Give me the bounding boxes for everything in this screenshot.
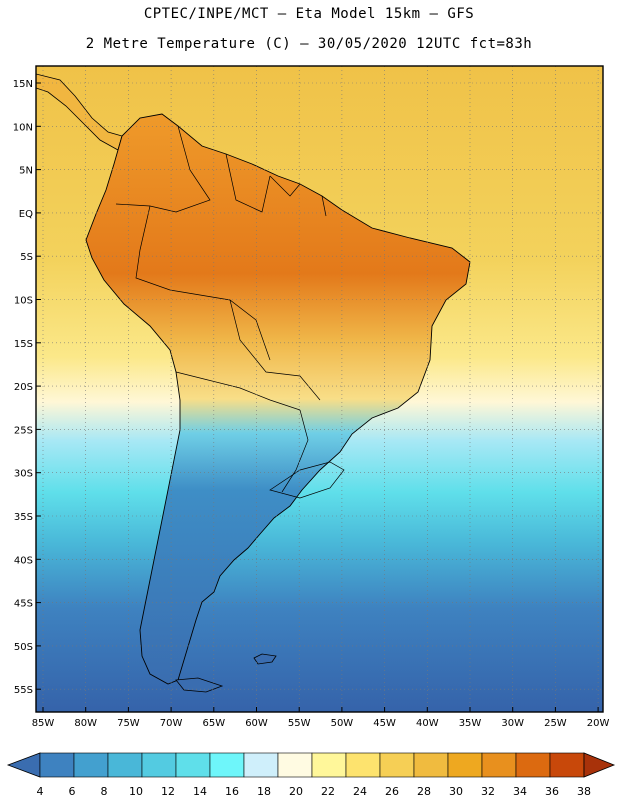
lon-label: 25W [544,718,567,729]
lon-label: 30W [501,718,524,729]
colorbar-high-arrow [583,752,616,778]
lat-label: 15S [14,339,33,350]
colorbar-label: 26 [385,785,399,798]
lat-label: 5S [20,252,33,263]
colorbar-label: 14 [193,785,207,798]
graticule [36,66,603,712]
lon-label: 70W [160,718,183,729]
lat-label: 20S [14,382,33,393]
lat-label: 5N [19,166,33,177]
south-america-land [85,113,471,685]
colorbar-label: 36 [545,785,559,798]
colorbar-label: 8 [101,785,108,798]
lon-label: 75W [117,718,140,729]
colorbar-swatch [311,752,347,778]
colorbar-swatch [243,752,279,778]
colorbar-swatch [141,752,177,778]
colorbar-label: 4 [37,785,44,798]
latitude-labels: 15N 10N 5N EQ 5S 10S 15S 20S 25S 30S 35S 40S 45S 50S 5… [13,79,41,696]
lat-label: 55S [14,685,33,696]
colorbar-label: 18 [257,785,271,798]
colorbar-label: 10 [129,785,143,798]
lat-label: 30S [14,469,33,480]
colorbar-label: 32 [481,785,495,798]
lon-label: 35W [459,718,482,729]
colorbar-swatch [413,752,449,778]
lat-label: 25S [14,425,33,436]
colorbar-label: 16 [225,785,239,798]
colorbar-swatch [107,752,143,778]
colorbar-label: 6 [69,785,76,798]
colorbar-swatch [73,752,109,778]
lat-label: EQ [19,209,33,220]
lat-label: 10N [13,122,33,133]
country-borders [115,125,345,499]
falkland-islands [253,653,277,665]
lon-label: 55W [288,718,311,729]
colorbar-swatch [549,752,585,778]
colorbar-label: 30 [449,785,463,798]
lon-label: 20W [587,718,610,729]
tierra-del-fuego [175,677,224,693]
lat-label: 35S [14,512,33,523]
map-subtitle: 2 Metre Temperature (C) – 30/05/2020 12U… [85,36,533,52]
lon-label: 80W [74,718,97,729]
colorbar-swatch [447,752,483,778]
colorbar-label: 24 [353,785,367,798]
lon-label: 65W [202,718,225,729]
lon-label: 60W [245,718,268,729]
lon-label: 40W [416,718,439,729]
lat-label: 15N [13,79,33,90]
colorbar: 4 6 8 10 12 14 16 18 20 22 24 26 28 30 32 34 36 38 [6,752,616,798]
lat-label: 45S [14,599,33,610]
lon-label: 50W [331,718,354,729]
colorbar-label: 38 [577,785,591,798]
colorbar-label: 28 [417,785,431,798]
lon-label: 45W [373,718,396,729]
map-frame [35,65,604,713]
colorbar-label: 22 [321,785,335,798]
map-title: CPTEC/INPE/MCT – Eta Model 15km – GFS [143,6,475,22]
longitude-labels: 85W 80W 75W 70W 65W 60W 55W 50W 45W 40W 35W 30W 25W 2… [32,707,610,729]
colorbar-swatch [39,752,75,778]
colorbar-label: 20 [289,785,303,798]
colorbar-swatch [175,752,211,778]
colorbar-label: 34 [513,785,527,798]
colorbar-swatch [481,752,517,778]
colorbar-swatch [277,752,313,778]
colorbar-swatch [379,752,415,778]
lat-label: 10S [14,296,33,307]
lat-label: 40S [14,555,33,566]
colorbar-low-arrow [6,752,41,778]
lat-label: 50S [14,642,33,653]
colorbar-swatch [209,752,245,778]
colorbar-swatch [345,752,381,778]
colorbar-label: 12 [161,785,175,798]
lon-label: 85W [32,718,55,729]
colorbar-swatch [515,752,551,778]
